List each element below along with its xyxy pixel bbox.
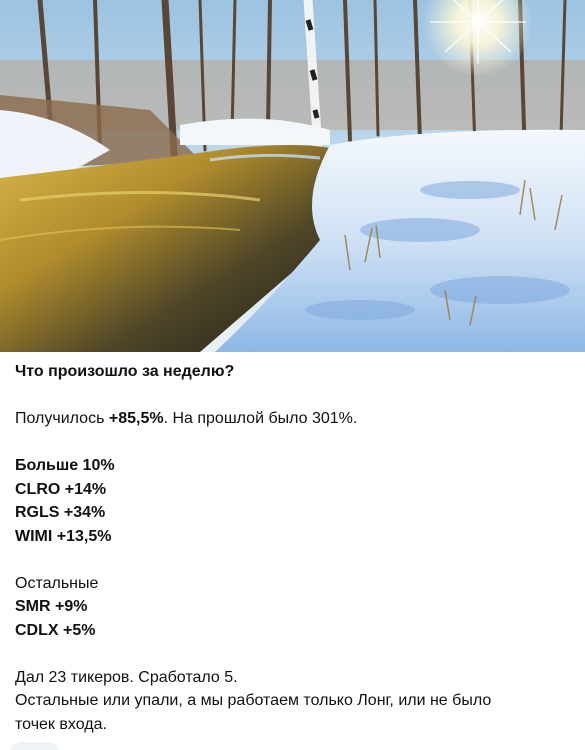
group1-title: Больше 10% <box>15 457 115 474</box>
ticker-line: RGLS +34% <box>15 504 106 521</box>
post-text: Что произошло за неделю? Получилось +85,… <box>15 360 575 736</box>
ticker-line: CLRO +14% <box>15 480 107 498</box>
spacer <box>15 384 575 408</box>
spacer <box>15 548 575 572</box>
result-value: +85,5% <box>108 410 164 427</box>
result-suffix: . На прошлой было 301%. <box>163 410 358 427</box>
spacer <box>15 642 575 666</box>
summary-line-1: Дал 23 тикеров. Сработало 5. <box>15 668 238 686</box>
spacer <box>15 431 575 455</box>
ticker-line: WIMI +13,5% <box>15 527 112 545</box>
result-prefix: Получилось <box>15 410 109 427</box>
post-photo[interactable] <box>0 0 585 352</box>
ticker-line: CDLX +5% <box>15 621 96 639</box>
reaction-chip[interactable] <box>8 742 62 750</box>
summary-line-2: Остальные или упали, а мы работаем тольк… <box>15 692 492 709</box>
ticker-line: SMR +9% <box>15 598 88 615</box>
summary-line-3: точек входа. <box>15 715 107 733</box>
group2-title: Остальные <box>15 574 99 592</box>
post-heading: Что произошло за неделю? <box>15 363 235 380</box>
result-line: Получилось +85,5%. На прошлой было 301%. <box>15 407 575 431</box>
